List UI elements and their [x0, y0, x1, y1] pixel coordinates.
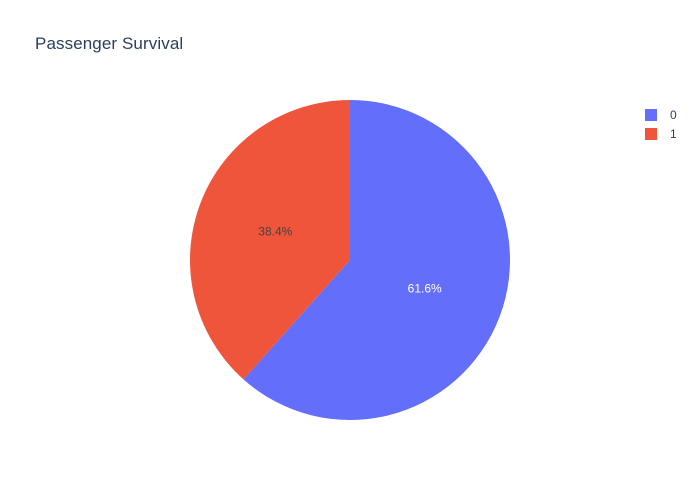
legend-swatch-0: [645, 109, 657, 121]
legend: 01: [645, 108, 677, 141]
pie-slices-group: [190, 100, 511, 420]
chart-title: Passenger Survival: [35, 34, 184, 53]
pie-labels-group: 61.6% 38.4%: [258, 225, 442, 296]
pie-slice-1[interactable]: [190, 100, 350, 380]
pie-slice-label-1: 38.4%: [258, 225, 292, 239]
pie-slice-label-0: 61.6%: [408, 282, 442, 296]
legend-item-1[interactable]: 1: [645, 127, 677, 141]
legend-label-1: 1: [670, 127, 677, 141]
pie-slice-0[interactable]: [243, 100, 511, 420]
legend-swatch-1: [645, 128, 657, 140]
legend-item-0[interactable]: 0: [645, 108, 677, 122]
legend-label-0: 0: [670, 108, 677, 122]
